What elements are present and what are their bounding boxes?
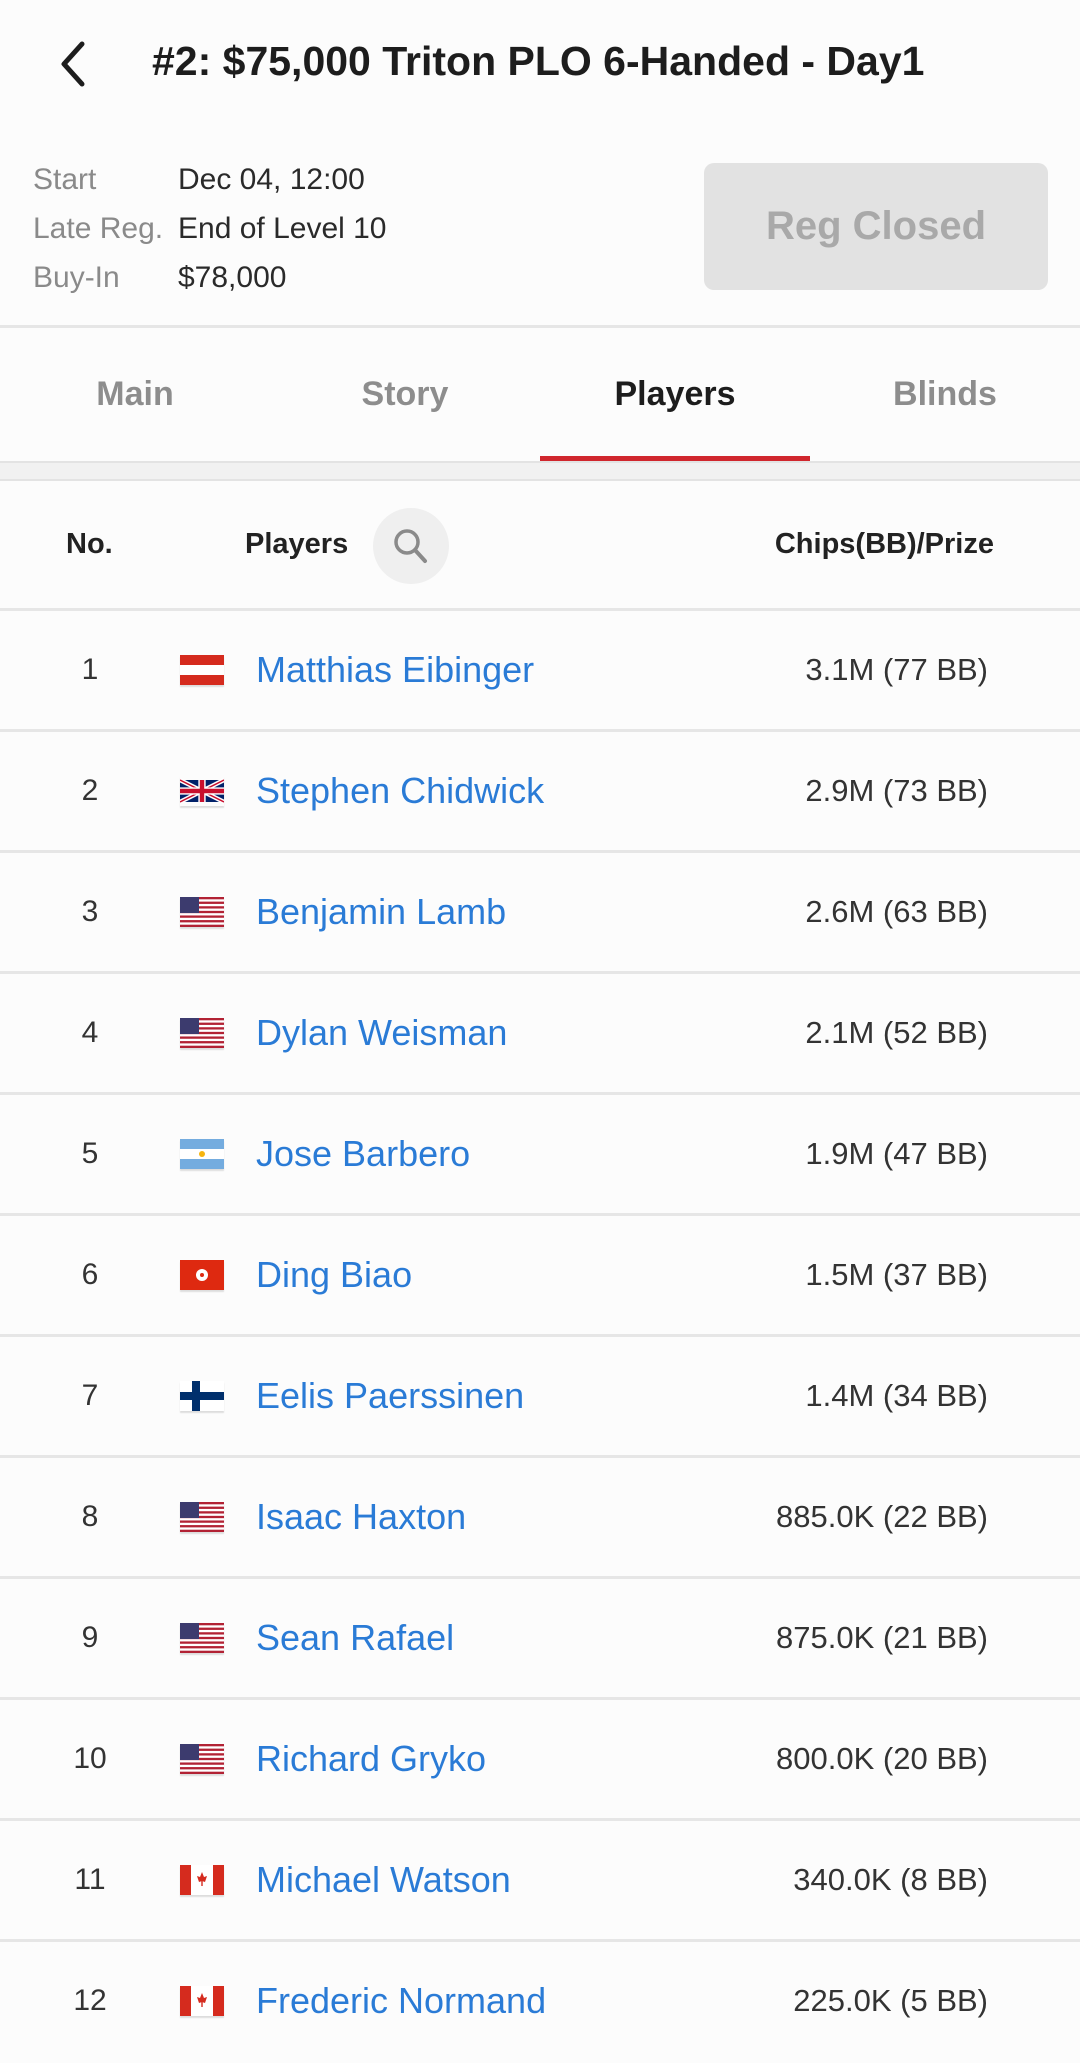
player-name-link[interactable]: Isaac Haxton: [256, 1496, 467, 1537]
rank-number: 3: [81, 895, 99, 928]
usa-flag-icon: [180, 1018, 224, 1048]
player-name-link[interactable]: Dylan Weisman: [256, 1012, 508, 1053]
rank-number: 8: [81, 1500, 99, 1533]
player-name-link[interactable]: Richard Gryko: [256, 1738, 487, 1779]
back-button[interactable]: [52, 36, 102, 92]
player-name-link[interactable]: Frederic Normand: [256, 1980, 547, 2021]
rank-number: 12: [73, 1984, 107, 2017]
late-reg-row: Late Reg. End of Level 10: [33, 204, 387, 253]
tab-players[interactable]: Players: [540, 328, 810, 461]
late-reg-value: End of Level 10: [178, 211, 387, 245]
chip-count: 885.0K (22 BB): [776, 1499, 988, 1534]
table-row: 11 Michael Watson 340.0K (8 BB): [0, 1821, 1080, 1942]
tournament-info: Start Dec 04, 12:00 Late Reg. End of Lev…: [33, 155, 387, 302]
austria-flag-icon: [180, 655, 224, 685]
tab-blinds[interactable]: Blinds: [893, 375, 997, 413]
top-bar: #2: $75,000 Triton PLO 6-Handed - Day1: [0, 0, 1080, 130]
canada-flag-icon: [180, 1865, 224, 1895]
table-row: 3 Benjamin Lamb 2.6M (63 BB): [0, 853, 1080, 974]
buyin-value: $78,000: [178, 260, 287, 294]
chevron-left-icon: [61, 41, 85, 87]
table-row: 2 Stephen Chidwick 2.9M (73 BB): [0, 732, 1080, 853]
page-title: #2: $75,000 Triton PLO 6-Handed - Day1: [152, 38, 925, 84]
player-name-link[interactable]: Jose Barbero: [256, 1133, 471, 1174]
chip-count: 875.0K (21 BB): [776, 1620, 988, 1655]
header-no: No.: [66, 528, 113, 560]
usa-flag-icon: [180, 1744, 224, 1774]
buyin-row: Buy-In $78,000: [33, 253, 387, 302]
rank-number: 5: [81, 1137, 99, 1170]
tab-main[interactable]: Main: [96, 375, 174, 413]
player-name-link[interactable]: Ding Biao: [256, 1254, 413, 1295]
rank-number: 11: [74, 1863, 106, 1896]
chip-count: 225.0K (5 BB): [793, 1983, 988, 2018]
rank-number: 7: [81, 1379, 99, 1412]
table-row: 12 Frederic Normand 225.0K (5 BB): [0, 1942, 1080, 2063]
finland-flag-icon: [180, 1381, 224, 1411]
players-table: 1 Matthias Eibinger 3.1M (77 BB) 2 Steph…: [0, 611, 1080, 2063]
usa-flag-icon: [180, 1623, 224, 1653]
player-name-link[interactable]: Eelis Paerssinen: [256, 1375, 525, 1416]
usa-flag-icon: [180, 897, 224, 927]
player-name-link[interactable]: Matthias Eibinger: [256, 649, 535, 690]
tab-story[interactable]: Story: [361, 375, 449, 413]
reg-closed-button[interactable]: Reg Closed: [704, 163, 1048, 290]
table-row: 7 Eelis Paerssinen 1.4M (34 BB): [0, 1337, 1080, 1458]
table-row: 6 Ding Biao 1.5M (37 BB): [0, 1216, 1080, 1337]
start-label: Start: [33, 162, 97, 196]
rank-number: 10: [73, 1742, 107, 1775]
chip-count: 2.6M (63 BB): [805, 894, 988, 929]
search-button[interactable]: [373, 508, 449, 584]
table-row: 4 Dylan Weisman 2.1M (52 BB): [0, 974, 1080, 1095]
chip-count: 1.4M (34 BB): [805, 1378, 988, 1413]
buyin-label: Buy-In: [33, 260, 120, 294]
chip-count: 340.0K (8 BB): [793, 1862, 988, 1897]
chip-count: 1.5M (37 BB): [805, 1257, 988, 1292]
rank-number: 4: [81, 1016, 99, 1049]
rank-number: 9: [81, 1621, 99, 1654]
tab-bar: Main Story Players Blinds: [0, 328, 1080, 461]
chip-count: 3.1M (77 BB): [805, 652, 988, 687]
rank-number: 1: [81, 653, 99, 686]
usa-flag-icon: [180, 1502, 224, 1532]
chip-count: 2.9M (73 BB): [805, 773, 988, 808]
table-row: 8 Isaac Haxton 885.0K (22 BB): [0, 1458, 1080, 1579]
divider: [0, 325, 1080, 328]
argentina-flag-icon: [180, 1139, 224, 1169]
late-reg-label: Late Reg.: [33, 211, 164, 245]
header-players: Players: [245, 528, 349, 560]
section-separator: [0, 461, 1080, 481]
player-name-link[interactable]: Sean Rafael: [256, 1617, 455, 1658]
table-row: 10 Richard Gryko 800.0K (20 BB): [0, 1700, 1080, 1821]
chip-count: 800.0K (20 BB): [776, 1741, 988, 1776]
search-icon: [394, 529, 427, 563]
rank-number: 2: [81, 774, 99, 807]
player-name-link[interactable]: Benjamin Lamb: [256, 891, 507, 932]
uk-flag-icon: [180, 776, 224, 806]
start-value: Dec 04, 12:00: [178, 162, 365, 196]
player-name-link[interactable]: Michael Watson: [256, 1859, 511, 1900]
player-name-link[interactable]: Stephen Chidwick: [256, 770, 545, 811]
canada-flag-icon: [180, 1986, 224, 2016]
chip-count: 2.1M (52 BB): [805, 1015, 988, 1050]
table-row: 9 Sean Rafael 875.0K (21 BB): [0, 1579, 1080, 1700]
header-chips: Chips(BB)/Prize: [774, 528, 994, 560]
start-row: Start Dec 04, 12:00: [33, 155, 387, 204]
table-header: No. Players Chips(BB)/Prize: [0, 481, 1080, 611]
table-row: 5 Jose Barbero 1.9M (47 BB): [0, 1095, 1080, 1216]
hong-kong-flag-icon: [180, 1260, 224, 1290]
table-row: 1 Matthias Eibinger 3.1M (77 BB): [0, 611, 1080, 732]
rank-number: 6: [81, 1258, 99, 1291]
chip-count: 1.9M (47 BB): [805, 1136, 988, 1171]
